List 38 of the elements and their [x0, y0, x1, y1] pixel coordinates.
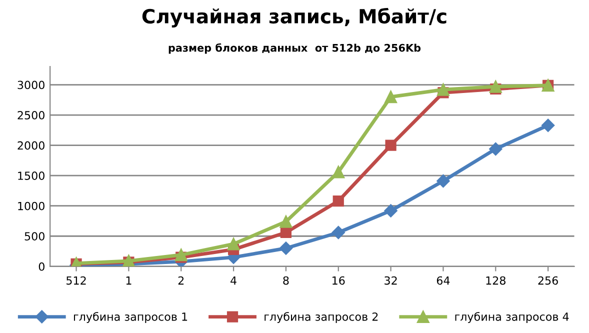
y-tick-label: 0 [38, 262, 44, 271]
legend-label: глубина запросов 1 [74, 312, 188, 323]
x-tick-label: 256 [538, 276, 558, 285]
y-tick-label: 3000 [18, 80, 44, 90]
point [279, 242, 293, 255]
point [489, 80, 502, 93]
chart-title: Случайная запись, Мбайт/с [142, 8, 446, 28]
y-tick-label: 1500 [18, 172, 44, 180]
point [436, 83, 450, 96]
x-tick-label: 512 [66, 276, 86, 285]
point [174, 248, 188, 262]
y-tick-label: 2000 [18, 141, 44, 150]
y-tick-label: 1000 [18, 202, 44, 210]
point [332, 226, 345, 240]
x-tick-label: 128 [486, 276, 506, 285]
point [227, 238, 240, 250]
point [332, 195, 344, 207]
point [489, 142, 502, 156]
x-tick-label: 4 [230, 276, 236, 285]
legend-label: глубина запросов 2 [264, 312, 378, 323]
y-tick-label: 2500 [18, 111, 44, 120]
legend-label: глубина запросов 4 [455, 312, 569, 323]
point [541, 118, 555, 132]
point [384, 204, 398, 218]
x-tick-label: 8 [283, 276, 289, 285]
point [384, 90, 398, 104]
x-tick-label: 32 [384, 276, 397, 285]
point [436, 174, 450, 188]
point [385, 140, 396, 151]
point [280, 215, 292, 228]
x-tick-label: 64 [436, 276, 450, 285]
chart-subtitle: размер блоков данных от 512b до 256Kb [168, 43, 421, 54]
y-tick-label: 500 [24, 232, 44, 241]
x-tick-label: 16 [332, 276, 345, 285]
x-tick-label: 2 [178, 276, 184, 285]
point [332, 166, 345, 178]
x-tick-label: 1 [126, 276, 132, 285]
point [280, 226, 292, 238]
